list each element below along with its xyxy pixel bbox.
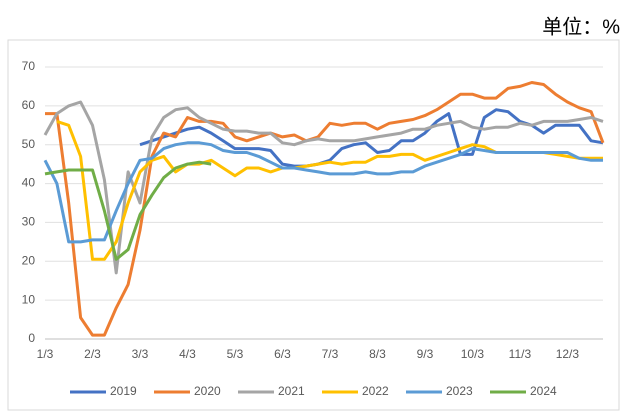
series-line	[45, 81, 605, 337]
series-line	[43, 141, 603, 244]
x-tick-label: 10/3	[461, 347, 485, 361]
y-tick-label: 0	[28, 331, 35, 345]
x-tick-label: 1/3	[37, 347, 54, 361]
x-tick-label: 7/3	[322, 347, 339, 361]
legend-label: 2021	[278, 384, 305, 398]
y-tick-label: 30	[22, 215, 36, 229]
series-line	[44, 160, 212, 261]
x-tick-label: 9/3	[417, 347, 434, 361]
x-tick-label: 2/3	[84, 347, 101, 361]
y-tick-label: 50	[22, 137, 36, 151]
y-tick-label: 70	[22, 59, 36, 73]
legend-label: 2022	[362, 384, 389, 398]
series-line	[43, 100, 604, 275]
y-tick-label: 40	[22, 176, 36, 190]
legend-label: 2019	[110, 384, 137, 398]
x-tick-label: 8/3	[369, 347, 386, 361]
y-tick-label: 10	[22, 292, 36, 306]
x-tick-label: 3/3	[132, 347, 149, 361]
x-tick-label: 5/3	[227, 347, 244, 361]
y-tick-label: 60	[22, 98, 36, 112]
legend-label: 2020	[194, 384, 221, 398]
legend-label: 2024	[530, 384, 557, 398]
legend-label: 2023	[446, 384, 473, 398]
x-tick-label: 12/3	[556, 347, 580, 361]
y-tick-label: 20	[22, 253, 36, 267]
chart-title: 单位：%	[542, 15, 620, 38]
x-tick-label: 6/3	[274, 347, 291, 361]
x-tick-label: 4/3	[179, 347, 196, 361]
x-tick-label: 11/3	[509, 347, 532, 361]
